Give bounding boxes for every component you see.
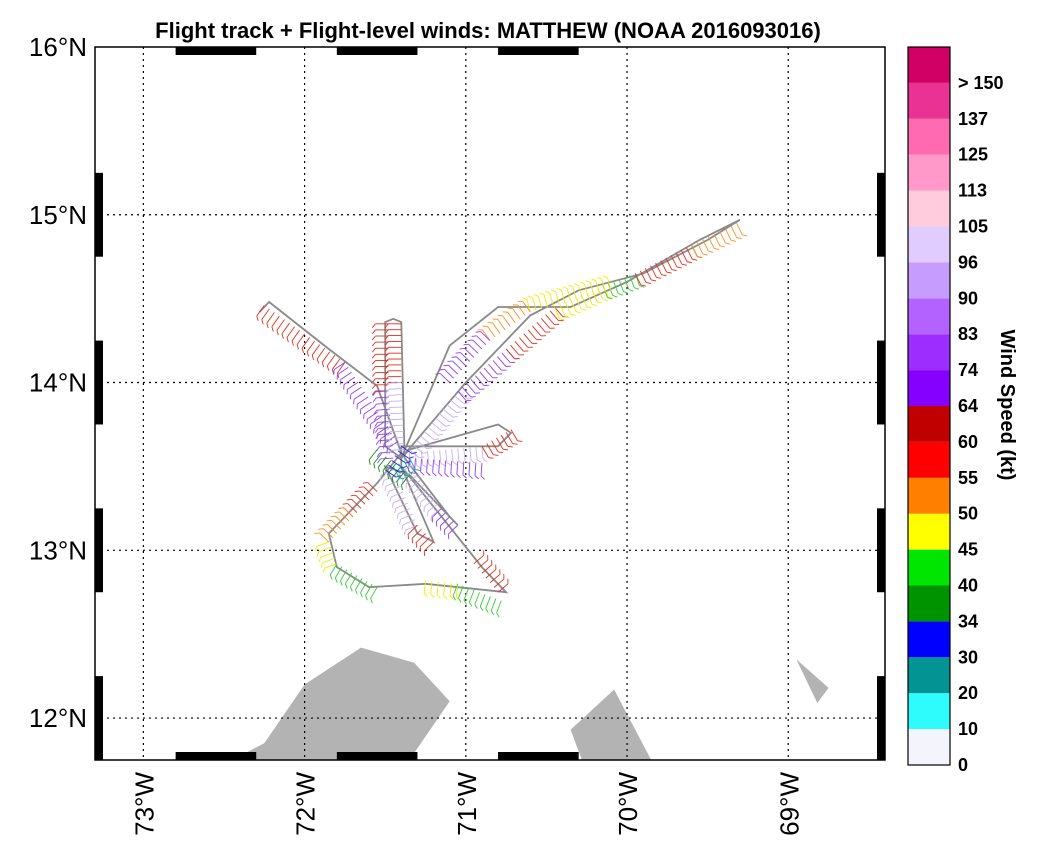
- frame-band-right: [877, 173, 885, 257]
- colorbar-tick-label: 10: [958, 719, 978, 739]
- plot-area: 12°N 13°N 14°N 15°N 16°N 73°W 72°W 71°W 70°W 69°W: [29, 32, 885, 836]
- frame-band-top: [176, 47, 257, 55]
- colorbar-swatch: [908, 621, 950, 657]
- wind-barb: [390, 413, 403, 414]
- lat-tick-label: 16°N: [29, 32, 87, 62]
- colorbar-swatch: [908, 550, 950, 586]
- colorbar-tick-label: 74: [958, 360, 978, 380]
- colorbar-tick-label: 125: [958, 145, 988, 165]
- colorbar-tick-label: 0: [958, 755, 968, 775]
- frame-band-left: [95, 341, 103, 425]
- wind-barb: [389, 389, 402, 390]
- wind-barb: [389, 401, 402, 402]
- colorbar-swatch: [908, 514, 950, 550]
- colorbar-swatch: [908, 119, 950, 155]
- colorbar-tick-label: 113: [958, 181, 987, 201]
- plot-background: [95, 47, 885, 760]
- frame-band-left: [95, 173, 103, 257]
- colorbar-swatch: [908, 334, 950, 370]
- wind-barb: [390, 407, 403, 408]
- lat-tick-label: 15°N: [29, 200, 87, 230]
- frame-band-bottom: [176, 752, 257, 760]
- wind-barb: [392, 450, 405, 451]
- wind-barb: [391, 431, 404, 432]
- lat-tick-label: 14°N: [29, 368, 87, 398]
- frame-band-top: [337, 47, 418, 55]
- colorbar-tick-label: 20: [958, 683, 978, 703]
- colorbar-tick-label: 60: [958, 432, 978, 452]
- frame-band-bottom: [498, 752, 579, 760]
- frame-band-right: [877, 676, 885, 760]
- colorbar-tick-label: 105: [958, 217, 988, 237]
- colorbar-tick-label: 90: [958, 288, 978, 308]
- lon-tick-label: 73°W: [129, 772, 159, 836]
- frame-band-left: [95, 508, 103, 592]
- colorbar-swatch: [908, 586, 950, 622]
- frame-band-right: [877, 341, 885, 425]
- wind-barb: [390, 419, 403, 420]
- chart-title: Flight track + Flight-level winds: MATTH…: [155, 18, 821, 43]
- colorbar-swatch: [908, 262, 950, 298]
- lon-tick-label: 70°W: [613, 772, 643, 836]
- lat-tick-label: 12°N: [29, 703, 87, 733]
- colorbar-swatch: [908, 298, 950, 334]
- colorbar-tick-label: 64: [958, 396, 978, 416]
- colorbar-title: Wind Speed (kt): [996, 330, 1018, 481]
- colorbar-tick-label: 34: [958, 611, 978, 631]
- colorbar-tick-label: 55: [958, 468, 978, 488]
- colorbar-swatch: [908, 191, 950, 227]
- colorbar-swatch: [908, 47, 950, 83]
- colorbar-swatch: [908, 370, 950, 406]
- colorbar-swatch: [908, 693, 950, 729]
- wind-barb: [388, 383, 401, 384]
- colorbar-swatch: [908, 83, 950, 119]
- colorbar-tick-label: 30: [958, 647, 978, 667]
- lon-tick-label: 71°W: [452, 772, 482, 836]
- colorbar-tick-label: 137: [958, 109, 988, 129]
- colorbar-swatch: [908, 729, 950, 765]
- wind-barb: [390, 425, 403, 426]
- frame-band-top: [498, 47, 579, 55]
- colorbar-tick-label: 83: [958, 324, 978, 344]
- colorbar-swatch: [908, 478, 950, 514]
- lat-tick-label: 13°N: [29, 535, 87, 565]
- colorbar-swatch: [908, 155, 950, 191]
- colorbar-tick-label: 50: [958, 504, 978, 524]
- frame-band-left: [95, 676, 103, 760]
- colorbar-tick-label: > 150: [958, 73, 1004, 93]
- colorbar-swatch: [908, 442, 950, 478]
- colorbar-swatch: [908, 406, 950, 442]
- lon-tick-label: 72°W: [291, 772, 321, 836]
- frame-band-bottom: [337, 752, 418, 760]
- wind-barb: [391, 444, 404, 445]
- wind-barb: [391, 437, 404, 438]
- colorbar: 0 10 20 30 34 40 45 50 55 60 64 74 83 90 96 105 113 125 13…: [908, 47, 1004, 775]
- colorbar-tick-label: 40: [958, 576, 978, 596]
- colorbar-tick-label: 45: [958, 540, 978, 560]
- frame-band-right: [877, 508, 885, 592]
- colorbar-swatch: [908, 657, 950, 693]
- colorbar-tick-label: 96: [958, 252, 978, 272]
- wind-barb: [389, 395, 402, 396]
- lon-tick-label: 69°W: [774, 772, 804, 836]
- colorbar-swatch: [908, 227, 950, 263]
